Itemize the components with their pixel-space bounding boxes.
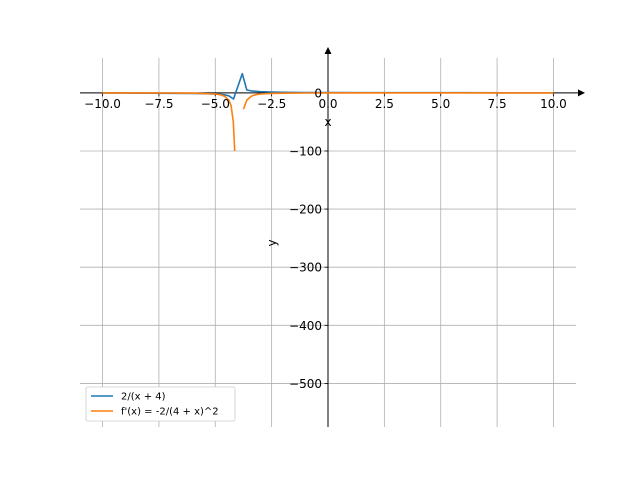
x-tick-label-3: −2.5 [257, 97, 286, 111]
tick-labels: −10.0 −7.5 −5.0 −2.5 0.0 2.5 5.0 7.5 10.0 0 −100 −2… [84, 86, 567, 391]
x-tick-label-1: −7.5 [144, 97, 173, 111]
y-tick-label-3: −300 [289, 261, 322, 275]
x-tick-label-8: 10.0 [540, 97, 567, 111]
x-tick-label-4: 0.0 [318, 97, 337, 111]
series-2-line-2 [242, 92, 554, 110]
legend-label-1: 2/(x + 4) [121, 392, 166, 403]
legend-label-2: f'(x) = -2/(4 + x)^2 [121, 407, 219, 418]
series-2-line-1 [102, 92, 236, 152]
y-tick-label-0: 0 [314, 86, 322, 100]
y-tick-label-2: −200 [289, 203, 322, 217]
x-tick-label-2: −5.0 [201, 97, 230, 111]
series-layer [102, 72, 554, 152]
y-tick-label-5: −500 [289, 377, 322, 391]
y-tick-label-4: −400 [289, 319, 322, 333]
x-tick-label-6: 5.0 [431, 97, 450, 111]
x-tick-label-5: 2.5 [375, 97, 394, 111]
y-axis-arrow [324, 47, 332, 54]
y-tick-label-1: −100 [289, 144, 322, 158]
legend: 2/(x + 4) f'(x) = -2/(4 + x)^2 [85, 386, 236, 422]
y-axis-label: y [265, 239, 279, 246]
x-axis-arrow [578, 89, 585, 97]
x-tick-label-0: −10.0 [84, 97, 121, 111]
x-axis-label: x [324, 115, 331, 129]
x-tick-label-7: 7.5 [488, 97, 507, 111]
legend-box [85, 386, 236, 422]
